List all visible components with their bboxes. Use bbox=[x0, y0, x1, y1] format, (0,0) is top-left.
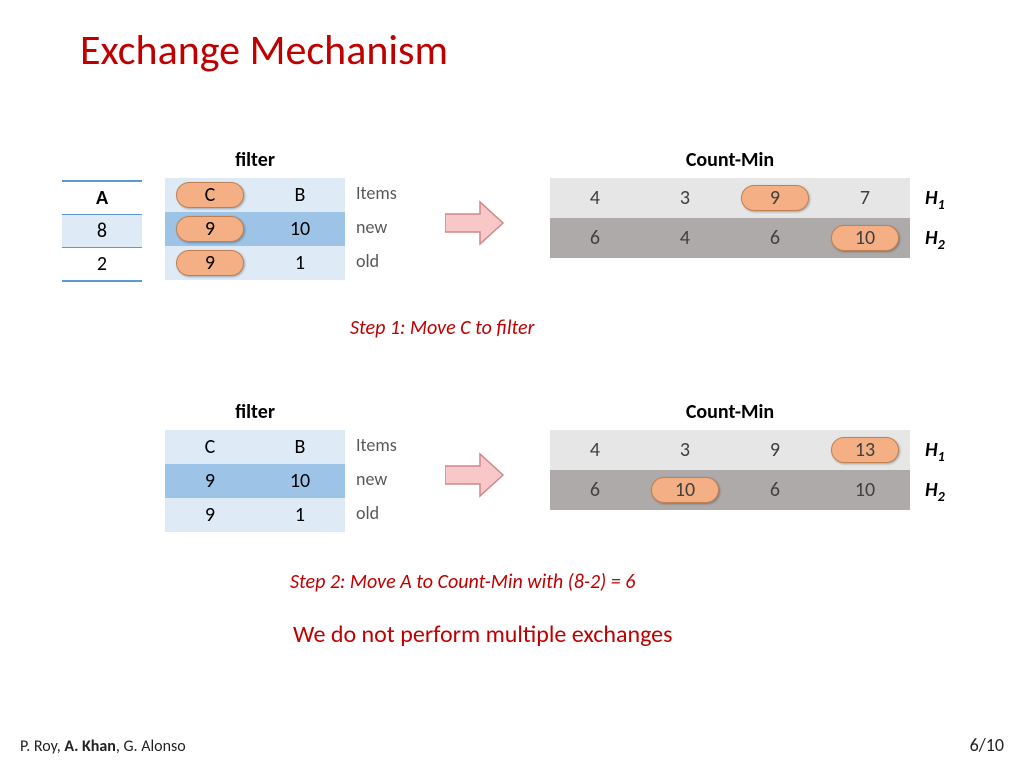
cm1-h2-0: 6 bbox=[550, 218, 640, 258]
cm1-h1-2: 9 bbox=[730, 178, 820, 218]
cm2-h1-3: 13 bbox=[820, 430, 910, 470]
label-old-2: old bbox=[356, 502, 379, 524]
slide-title: Exchange Mechanism bbox=[80, 25, 448, 76]
filter-title-2: filter bbox=[165, 400, 345, 424]
countmin-step2: Count-Min 4 3 9 13 6 10 6 10 bbox=[550, 400, 910, 510]
pill: 9 bbox=[741, 185, 809, 211]
label-items-1: Items bbox=[356, 182, 397, 204]
cm2-h2-1: 10 bbox=[640, 470, 730, 510]
filter-row-old-1: 9 1 bbox=[165, 246, 345, 280]
cm1-h1-0: 4 bbox=[550, 178, 640, 218]
a-table: A 8 2 bbox=[62, 180, 142, 282]
a-header: A bbox=[62, 180, 142, 215]
filter-title-1: filter bbox=[165, 148, 345, 172]
f2-items-1: B bbox=[255, 430, 345, 464]
f2-old-0: 9 bbox=[165, 498, 255, 532]
label-items-2: Items bbox=[356, 434, 397, 456]
f1-old-0: 9 bbox=[165, 246, 255, 280]
arrow-icon-2 bbox=[445, 452, 505, 498]
pill: 9 bbox=[176, 250, 244, 276]
cm-h1-1: 4 3 9 7 bbox=[550, 178, 910, 218]
cm1-h1-1: 3 bbox=[640, 178, 730, 218]
cm-h2-1: 6 4 6 10 bbox=[550, 218, 910, 258]
a-r1: 8 bbox=[62, 215, 142, 248]
cm-h2-2: 6 10 6 10 bbox=[550, 470, 910, 510]
step1-caption: Step 1: Move C to filter bbox=[350, 316, 534, 340]
f2-items-0: C bbox=[165, 430, 255, 464]
cm2-h2-2: 6 bbox=[730, 470, 820, 510]
f2-old-1: 1 bbox=[255, 498, 345, 532]
cm1-h1-3: 7 bbox=[820, 178, 910, 218]
cm-label-h2-1: H2 bbox=[925, 226, 945, 253]
label-new-1: new bbox=[356, 216, 387, 238]
arrow-icon-1 bbox=[445, 200, 505, 246]
cm1-h2-1: 4 bbox=[640, 218, 730, 258]
f1-old-1: 1 bbox=[255, 246, 345, 280]
footer-page: 6/10 bbox=[970, 734, 1004, 756]
cm1-h2-3: 10 bbox=[820, 218, 910, 258]
footer-authors: P. Roy, A. Khan, G. Alonso bbox=[20, 737, 186, 756]
f1-items-1: B bbox=[255, 178, 345, 212]
filter-row-old-2: 9 1 bbox=[165, 498, 345, 532]
cm2-h1-0: 4 bbox=[550, 430, 640, 470]
label-new-2: new bbox=[356, 468, 387, 490]
f1-items-0: C bbox=[165, 178, 255, 212]
cm-label-h1-1: H1 bbox=[925, 186, 945, 213]
cm1-h2-2: 6 bbox=[730, 218, 820, 258]
cm2-h2-0: 6 bbox=[550, 470, 640, 510]
cm2-h1-2: 9 bbox=[730, 430, 820, 470]
filter-row-items-1: C B bbox=[165, 178, 345, 212]
conclusion-text: We do not perform multiple exchanges bbox=[293, 620, 673, 649]
pill: C bbox=[176, 182, 244, 208]
filter-row-new-2: 9 10 bbox=[165, 464, 345, 498]
f1-new-0: 9 bbox=[165, 212, 255, 246]
cm2-h1-1: 3 bbox=[640, 430, 730, 470]
cm2-h2-3: 10 bbox=[820, 470, 910, 510]
label-old-1: old bbox=[356, 250, 379, 272]
cm-h1-2: 4 3 9 13 bbox=[550, 430, 910, 470]
pill: 13 bbox=[831, 437, 899, 463]
f2-new-0: 9 bbox=[165, 464, 255, 498]
pill: 10 bbox=[651, 477, 719, 503]
a-r2: 2 bbox=[62, 248, 142, 282]
filter-row-new-1: 9 10 bbox=[165, 212, 345, 246]
pill: 10 bbox=[831, 225, 899, 251]
step2-caption: Step 2: Move A to Count-Min with (8-2) =… bbox=[290, 570, 635, 594]
filter-step1: filter C B 9 10 9 1 bbox=[165, 148, 345, 280]
filter-row-items-2: C B bbox=[165, 430, 345, 464]
filter-step2: filter C B 9 10 9 1 bbox=[165, 400, 345, 532]
countmin-step1: Count-Min 4 3 9 7 6 4 6 10 bbox=[550, 148, 910, 258]
cm-title-1: Count-Min bbox=[550, 148, 910, 172]
pill: 9 bbox=[176, 216, 244, 242]
cm-label-h2-2: H2 bbox=[925, 478, 945, 505]
cm-title-2: Count-Min bbox=[550, 400, 910, 424]
f1-new-1: 10 bbox=[255, 212, 345, 246]
cm-label-h1-2: H1 bbox=[925, 438, 945, 465]
f2-new-1: 10 bbox=[255, 464, 345, 498]
